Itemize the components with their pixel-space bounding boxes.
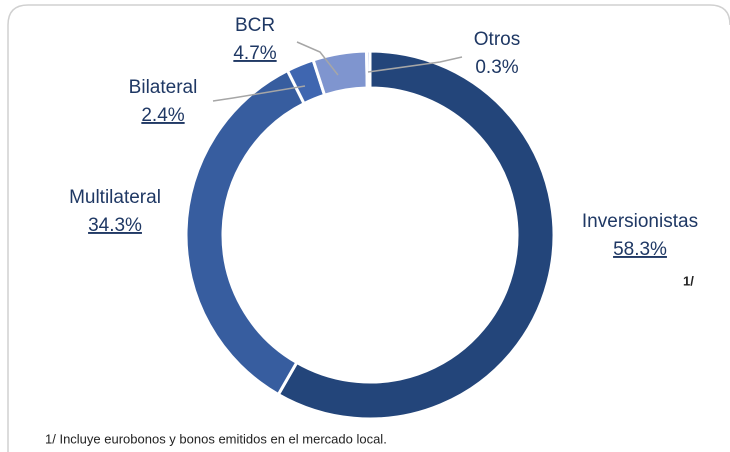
category-label: Bilateral xyxy=(129,77,198,98)
leader-line xyxy=(212,85,306,102)
value-label: 34.3% xyxy=(88,215,142,236)
value-label: 58.3% xyxy=(613,239,667,260)
donut-segment xyxy=(311,49,369,98)
donut-segment xyxy=(365,49,372,90)
donut-segment xyxy=(184,68,307,397)
leader-line xyxy=(367,56,463,73)
category-label: BCR xyxy=(235,15,275,36)
frame xyxy=(7,4,730,452)
category-label: Otros xyxy=(474,29,520,50)
value-label: 2.4% xyxy=(141,105,184,126)
footnote: 1/ Incluye eurobonos y bonos emitidos en… xyxy=(45,431,387,446)
donut-segment xyxy=(276,49,556,421)
value-label: 4.7% xyxy=(233,43,276,64)
category-label: Multilateral xyxy=(69,187,161,208)
leader-line xyxy=(296,41,339,76)
value-label: 0.3% xyxy=(475,57,518,78)
category-label: Inversionistas xyxy=(582,211,698,232)
note-marker: 1/ xyxy=(683,273,694,288)
